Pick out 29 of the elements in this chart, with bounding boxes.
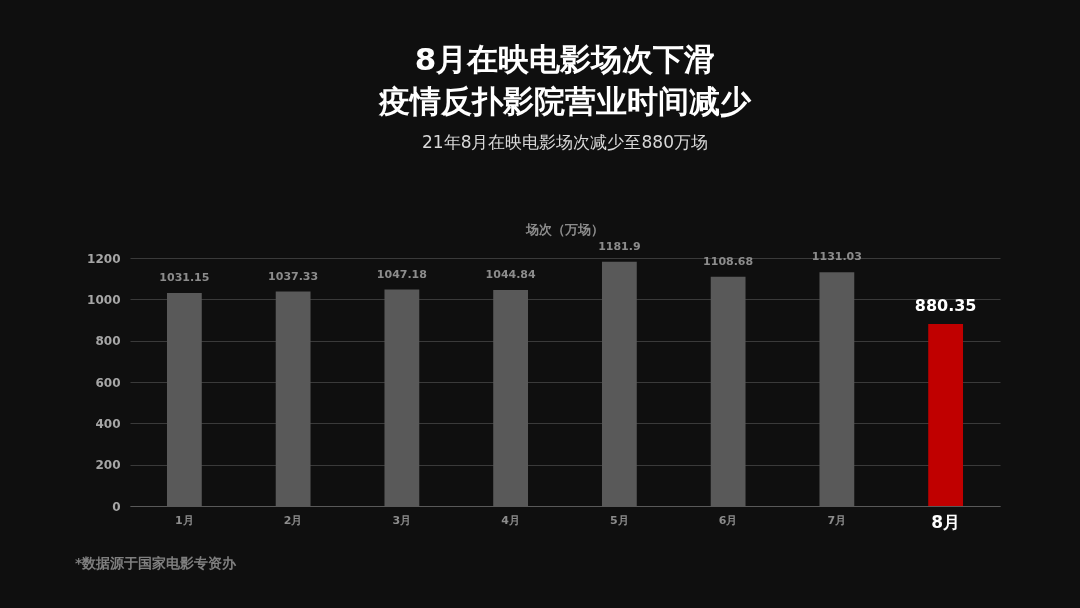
text: *数据源于国家电影专资办 (75, 555, 238, 571)
y-tick-label: 0 (112, 499, 121, 514)
data-label: 1044.84 (485, 268, 537, 282)
text: 疫情反扑影院营业时间减少 (379, 83, 751, 119)
x-tick-label: 8月 (931, 511, 961, 532)
x-tick-label: 6月 (718, 513, 738, 527)
data-label: 1108.68 (703, 254, 754, 268)
y-tick-label: 200 (95, 458, 121, 473)
text: 8月在映电影场次下滑 (414, 41, 716, 77)
x-tick-label: 3月 (392, 513, 412, 527)
y-tick-label: 1200 (87, 251, 121, 266)
y-axis-title: 场次（万场） (525, 222, 604, 237)
x-tick-label: 4月 (501, 513, 520, 527)
chart-subtitle: 21年8月在映电影场次减少至880万场 (422, 132, 708, 152)
y-tick-label: 800 (95, 334, 121, 349)
x-tick-label: 1月 (175, 513, 194, 527)
data-label: 1181.9 (598, 239, 641, 253)
data-label: 1037.33 (268, 269, 319, 283)
y-tick-label: 400 (95, 416, 121, 431)
x-tick-label: 2月 (283, 513, 303, 527)
data-label: 1031.15 (159, 270, 210, 284)
x-tick-label: 7月 (827, 513, 847, 527)
data-label: 1131.03 (811, 250, 862, 264)
bar (928, 324, 964, 506)
x-tick-label: 5月 (610, 513, 629, 527)
data-label: 880.35 (914, 296, 977, 316)
y-tick-label: 600 (95, 375, 121, 390)
data-label: 1047.18 (376, 267, 427, 281)
y-tick-label: 1000 (87, 292, 121, 307)
